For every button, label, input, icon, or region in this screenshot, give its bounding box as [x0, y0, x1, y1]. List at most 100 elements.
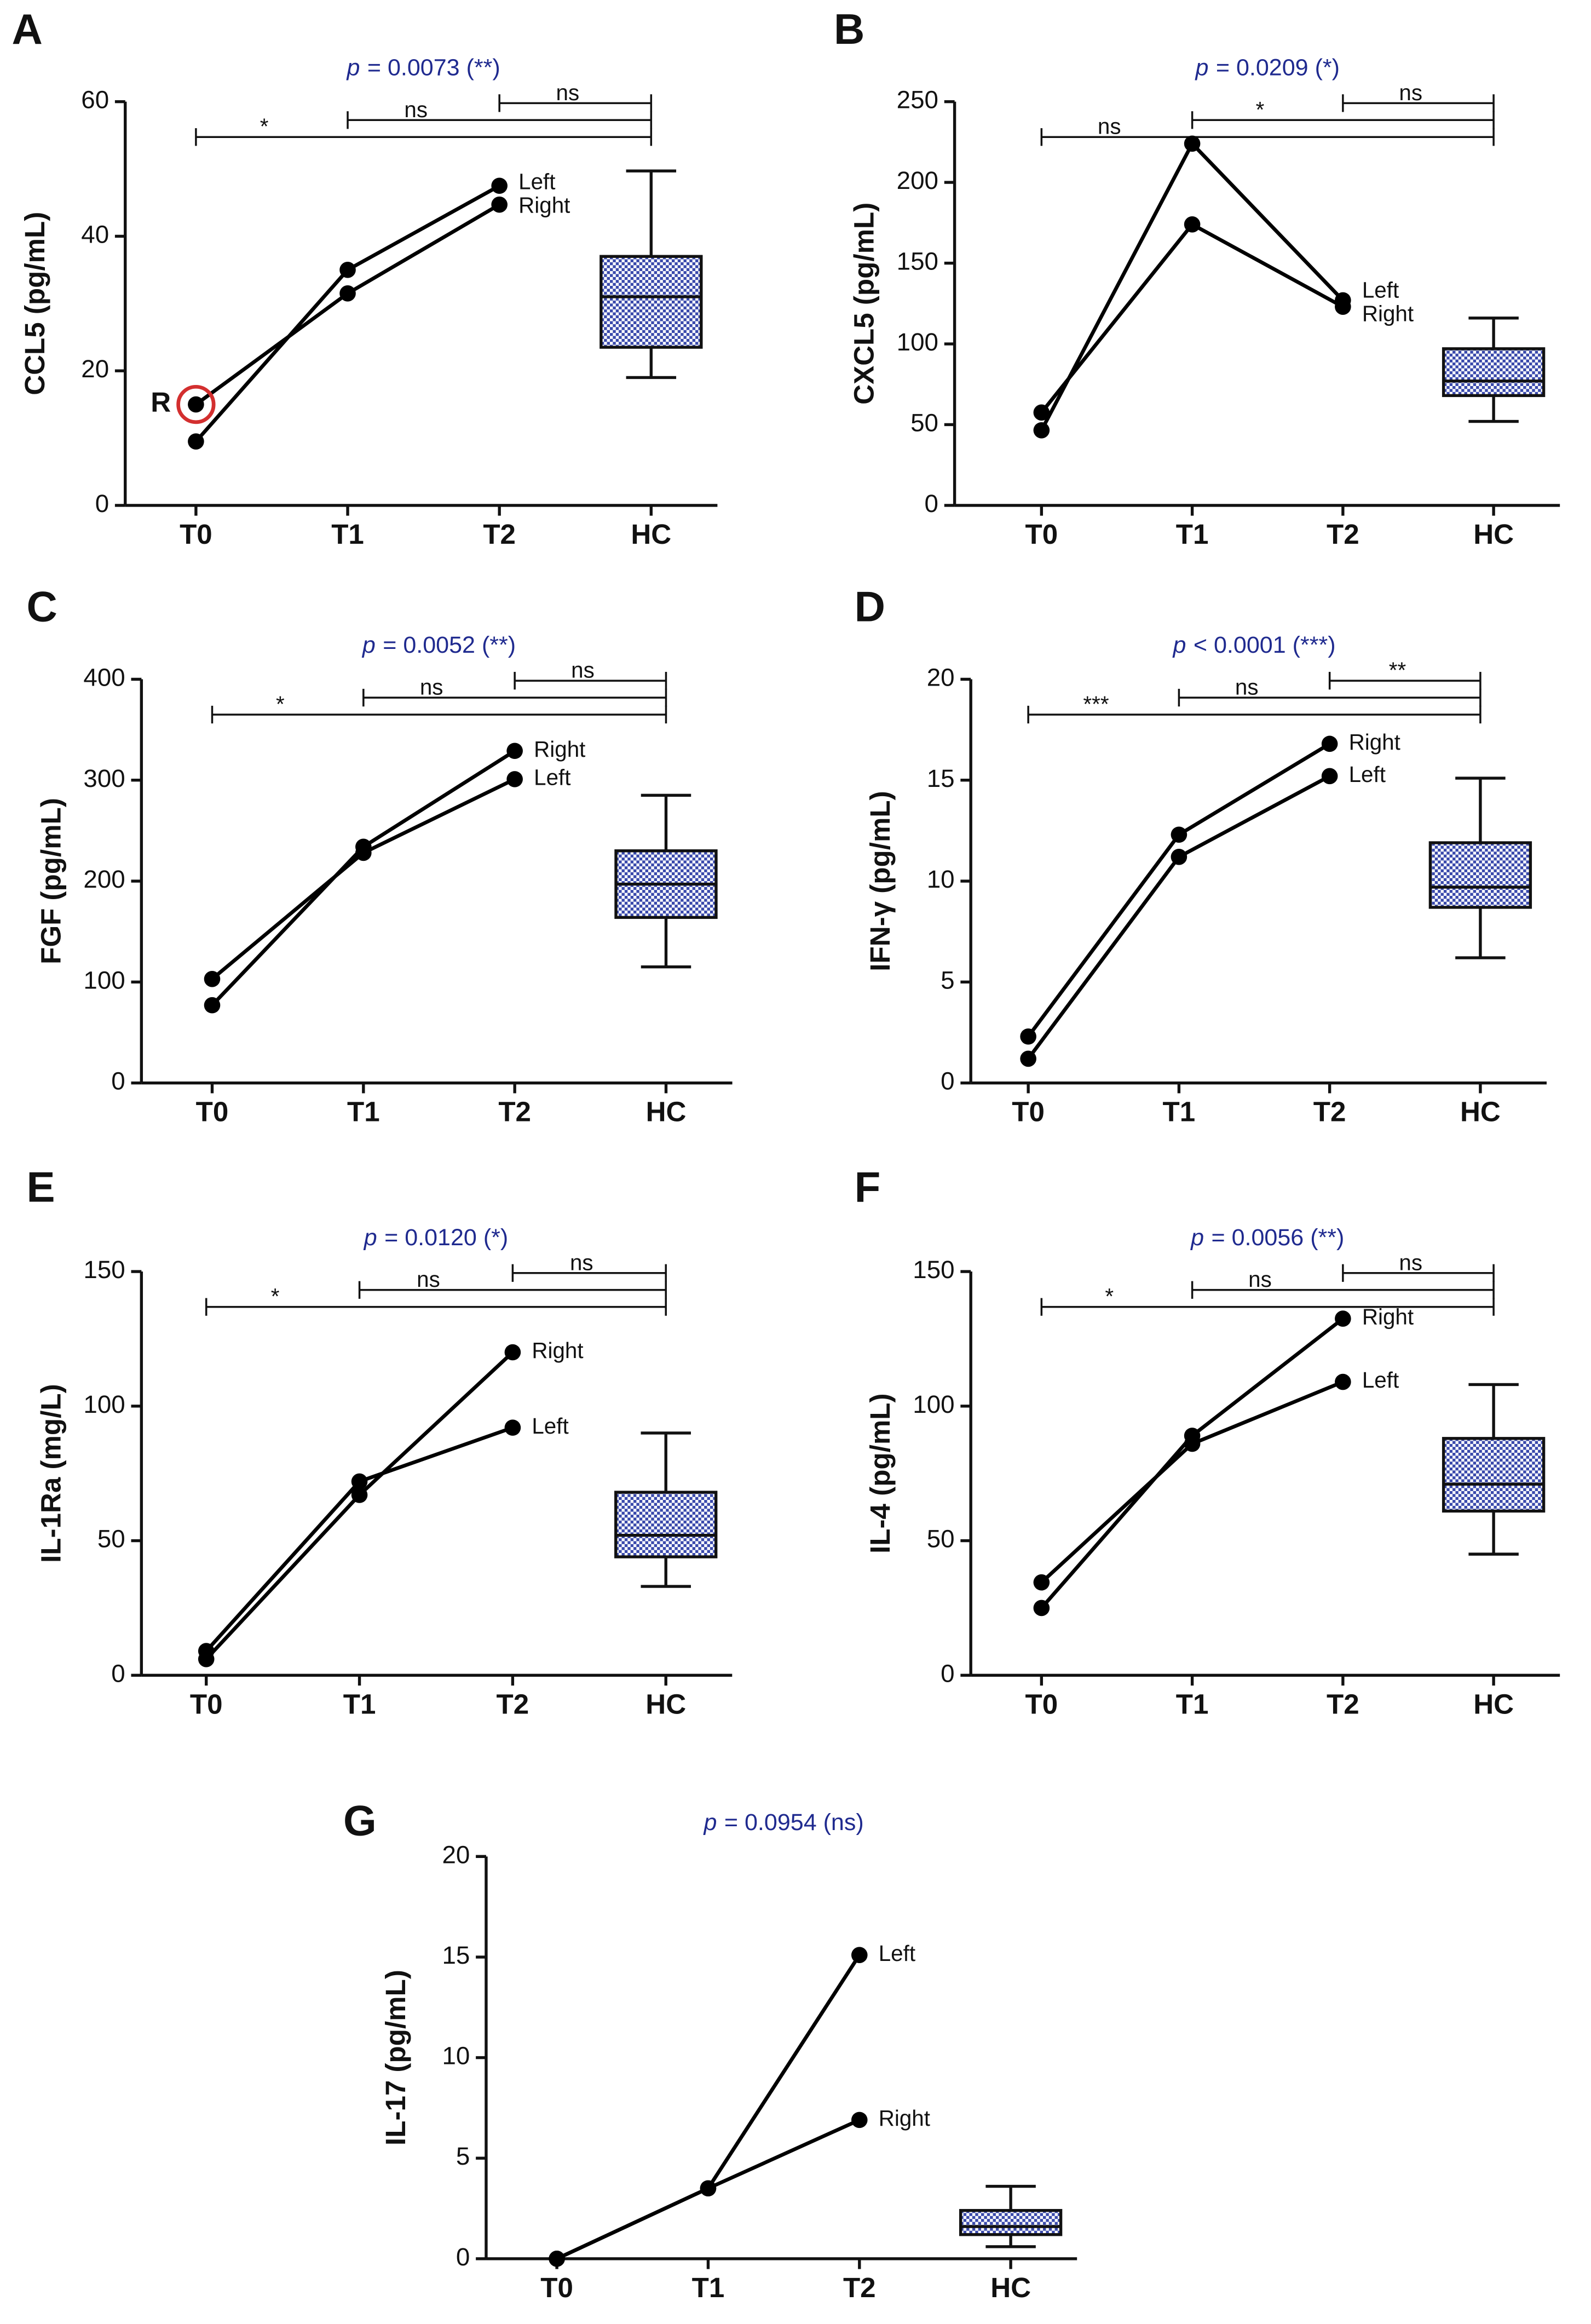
y-tick-label: 0	[941, 1067, 954, 1095]
series-line	[1040, 1380, 1344, 1584]
x-tick-label: T0	[1025, 519, 1058, 550]
box	[614, 1491, 718, 1558]
p-text: = 0.0073 (**)	[367, 55, 500, 81]
comparison-label: ns	[1098, 114, 1121, 139]
point	[351, 1473, 368, 1490]
series-line	[194, 203, 500, 406]
comparison-label: ns	[404, 97, 428, 122]
series-label: Right	[1362, 301, 1414, 326]
p-text: = 0.0056 (**)	[1211, 1224, 1344, 1251]
box	[1442, 347, 1546, 398]
y-tick-label: 0	[925, 490, 938, 517]
y-tick-label: 50	[910, 409, 938, 437]
y-tick-label: 20	[927, 663, 955, 691]
y-tick-label: 10	[927, 865, 955, 893]
y-tick-label: 15	[927, 764, 955, 792]
y-tick-label: 20	[81, 355, 109, 383]
annotation-label: R	[151, 387, 171, 418]
x-tick-label: HC	[1460, 1096, 1501, 1128]
comparison-label: ns	[1399, 1250, 1422, 1275]
panel-letter: D	[855, 583, 885, 631]
box	[1442, 1437, 1546, 1513]
x-tick-label: T2	[483, 519, 516, 550]
x-tick-label: T2	[1313, 1096, 1346, 1128]
p-value: p < 0.0001 (***)	[1172, 632, 1335, 659]
y-axis-label: CXCL5 (pg/mL)	[849, 203, 880, 405]
series-line	[194, 184, 500, 443]
y-tick-label: 150	[897, 248, 938, 275]
panel-letter: F	[855, 1163, 881, 1211]
comparison-label: ns	[1248, 1267, 1272, 1292]
y-tick-label: 150	[83, 1256, 125, 1284]
series-line	[1027, 774, 1331, 1060]
y-tick-label: 60	[81, 86, 109, 114]
comparison-label: **	[1389, 658, 1406, 683]
y-tick-label: 100	[913, 1390, 954, 1418]
p-text: = 0.0209 (*)	[1216, 55, 1340, 81]
point	[188, 396, 204, 413]
point	[1020, 1050, 1036, 1067]
x-tick-label: T1	[347, 1096, 380, 1128]
x-tick-label: T0	[196, 1096, 229, 1128]
x-tick-label: HC	[645, 1688, 686, 1719]
comparison-label: *	[271, 1284, 280, 1309]
point	[1335, 1373, 1351, 1390]
x-tick-label: HC	[1473, 519, 1514, 550]
x-tick-label: T2	[843, 2272, 876, 2303]
panel-letter: A	[12, 5, 43, 53]
comparison-label: *	[1105, 1284, 1114, 1309]
x-tick-label: T2	[1327, 519, 1359, 550]
p-text: < 0.0001 (***)	[1194, 632, 1336, 659]
series-label: Right	[1362, 1304, 1414, 1330]
series-line	[211, 749, 516, 1007]
series-line	[1040, 140, 1345, 432]
comparison-label: ***	[1083, 691, 1109, 716]
series-label: Left	[518, 169, 555, 194]
y-tick-label: 0	[941, 1659, 954, 1687]
p-letter: p	[1194, 55, 1208, 81]
x-tick-label: T0	[1025, 1688, 1058, 1719]
series-label: Left	[1362, 277, 1399, 302]
x-tick-label: T1	[1176, 519, 1209, 550]
panel-letter: E	[26, 1163, 55, 1211]
x-tick-label: T0	[540, 2272, 573, 2303]
series-label: Right	[518, 193, 570, 218]
x-tick-label: T1	[331, 519, 364, 550]
point	[1033, 1574, 1050, 1591]
point	[188, 433, 204, 450]
panel-letter: B	[834, 5, 864, 53]
point	[504, 1344, 521, 1361]
series-label: Left	[534, 765, 570, 790]
p-value: p = 0.0120 (*)	[363, 1224, 509, 1251]
y-axis-label: IL-4 (pg/mL)	[864, 1393, 896, 1553]
y-tick-label: 100	[83, 966, 125, 994]
point	[851, 1947, 868, 1964]
y-axis-label: FGF (pg/mL)	[35, 798, 66, 964]
y-tick-label: 0	[111, 1067, 125, 1095]
comparison-label: ns	[1235, 675, 1259, 700]
x-tick-label: T2	[498, 1096, 531, 1128]
p-text: = 0.0052 (**)	[383, 632, 516, 659]
series-line	[556, 1954, 861, 2260]
comparison-label: ns	[420, 675, 443, 700]
y-tick-label: 50	[97, 1525, 125, 1553]
point	[1184, 1435, 1201, 1452]
point	[1321, 735, 1338, 752]
point	[491, 177, 508, 194]
p-letter: p	[345, 55, 360, 81]
point	[1335, 298, 1351, 315]
point	[351, 1487, 368, 1503]
x-tick-label: T0	[190, 1688, 223, 1719]
point	[204, 997, 221, 1014]
p-value: p = 0.0052 (**)	[361, 632, 516, 659]
series-label: Left	[1349, 762, 1386, 787]
point	[1020, 1028, 1036, 1045]
box	[959, 2208, 1063, 2236]
x-tick-label: T1	[1176, 1688, 1209, 1719]
y-tick-label: 100	[897, 328, 938, 356]
point	[1033, 1600, 1050, 1617]
comparison-label: *	[260, 114, 269, 139]
series-label: Left	[1362, 1367, 1399, 1393]
point	[549, 2251, 565, 2267]
